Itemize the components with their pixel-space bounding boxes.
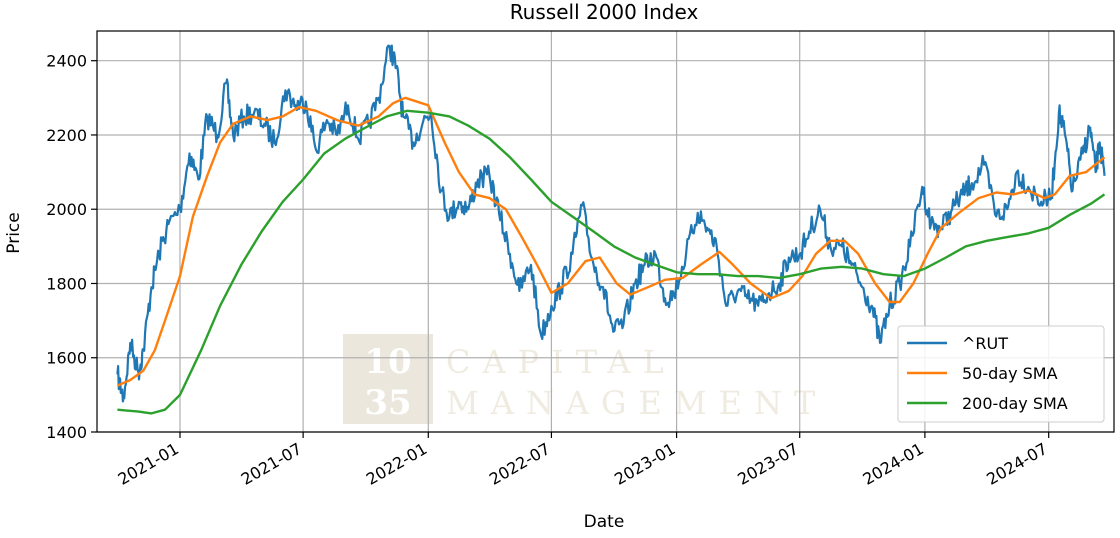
x-axis-label: Date xyxy=(584,512,625,532)
x-tick-label: 2023-01 xyxy=(611,439,678,489)
x-tick-label: 2024-01 xyxy=(859,439,926,489)
watermark-text-line2: MANAGEMENT xyxy=(446,384,827,422)
y-tick-label: 1800 xyxy=(46,274,87,293)
x-tick-label: 2024-07 xyxy=(983,439,1050,489)
legend-box xyxy=(897,325,1105,423)
y-tick-label: 2200 xyxy=(46,126,87,145)
y-tick-label: 1400 xyxy=(46,423,87,442)
chart-title: Russell 2000 Index xyxy=(510,0,699,24)
y-tick-label: 2000 xyxy=(46,200,87,219)
watermark-logo-box xyxy=(343,334,433,424)
x-axis: 2021-01 2021-07 2022-01 2022-07 2023-01 2023-… xyxy=(115,432,1051,489)
watermark-logo-line1: 10 xyxy=(364,342,411,382)
y-tick-label: 2400 xyxy=(46,52,87,71)
y-axis: 1400 1600 1800 2000 2200 2400 xyxy=(46,52,97,442)
x-tick-label: 2022-07 xyxy=(486,439,553,489)
series-layer xyxy=(116,44,1106,415)
x-tick-label: 2022-01 xyxy=(363,439,430,489)
y-tick-label: 1600 xyxy=(46,349,87,368)
plot-frame xyxy=(96,30,1115,433)
y-axis-label: Price xyxy=(4,212,24,253)
legend: ^RUT 50-day SMA 200-day SMA xyxy=(897,325,1105,423)
legend-label-sma50: 50-day SMA xyxy=(962,364,1058,383)
x-tick-label: 2021-07 xyxy=(238,439,305,489)
series-line-sma50 xyxy=(116,96,1106,387)
legend-label-rut: ^RUT xyxy=(962,334,1008,353)
series-line-rut xyxy=(116,44,1106,403)
legend-label-sma200: 200-day SMA xyxy=(962,394,1068,413)
watermark: 10 35 CAPITAL MANAGEMENT xyxy=(343,334,827,424)
watermark-text-line1: CAPITAL xyxy=(446,343,676,381)
watermark-logo-line2: 35 xyxy=(364,383,411,423)
x-tick-label: 2021-01 xyxy=(115,439,182,489)
series-line-sma200 xyxy=(117,109,1106,415)
x-tick-label: 2023-07 xyxy=(734,439,801,489)
